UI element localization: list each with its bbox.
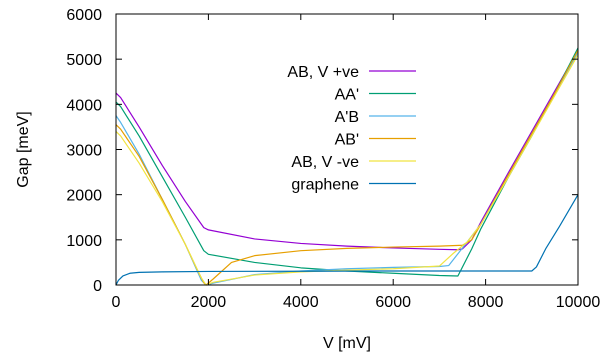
y-tick-label: 1000 [66,233,102,250]
series-layer [115,47,579,286]
x-axis-label: V [mV] [323,335,371,352]
legend-label: AA' [335,87,359,104]
legend-label: graphene [291,177,359,194]
x-tick-label: 8000 [468,294,504,311]
y-tick-label: 6000 [66,7,102,24]
y-tick-label: 0 [93,278,102,295]
y-tick-label: 3000 [66,143,102,160]
y-axis-label: Gap [meV] [15,111,32,187]
x-tick-label: 6000 [375,294,411,311]
legend-label: A'B [335,109,359,126]
legend-label: AB' [335,132,359,149]
x-tick-label: 10000 [556,294,601,311]
y-tick-label: 5000 [66,52,102,69]
x-tick-label: 4000 [283,294,319,311]
legend-label: AB, V +ve [287,64,359,81]
x-tick-label: 2000 [191,294,227,311]
y-tick-label: 4000 [66,97,102,114]
series-line-6 [115,194,579,286]
x-tick-label: 0 [112,294,121,311]
legend-label: AB, V -ve [291,154,359,171]
series-line-1 [115,49,579,251]
legend-layer: AB, V +ve AA' A'B AB' AB, V -ve graphene [287,64,416,194]
ticks-layer: 0 2000 4000 6000 8000 10000 0 1000 2000 3000 4000 5… [66,7,600,311]
y-tick-label: 2000 [66,188,102,205]
